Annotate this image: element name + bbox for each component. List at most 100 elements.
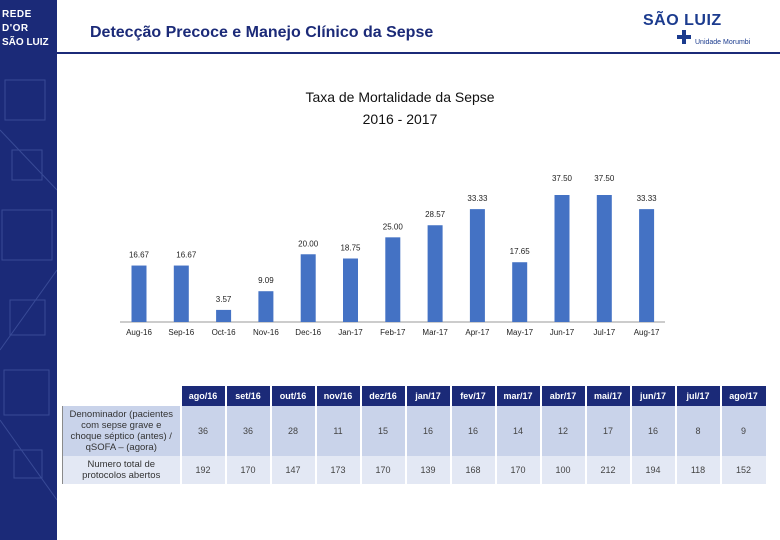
column-header: abr/17 <box>539 386 586 406</box>
tick-label: Aug-16 <box>126 328 152 337</box>
tick-label: Mar-17 <box>422 328 448 337</box>
column-header: out/16 <box>269 386 316 406</box>
table-cell: 8 <box>674 406 721 456</box>
table-cell: 28 <box>269 406 316 456</box>
bar-jan-17 <box>343 258 358 322</box>
rede-dor-logo: REDE D'OR SÃO LUIZ <box>2 8 55 50</box>
column-header: mai/17 <box>584 386 631 406</box>
column-header: jul/17 <box>674 386 721 406</box>
table-cell: 168 <box>449 456 496 484</box>
table-cell: 170 <box>359 456 406 484</box>
table-cell: 170 <box>224 456 271 484</box>
cross-icon <box>677 30 691 44</box>
chart-title-line1: Taxa de Mortalidade da Sepse <box>305 89 495 105</box>
table-cell: 152 <box>719 456 766 484</box>
table-cell: 16 <box>404 406 451 456</box>
table-cell: 14 <box>494 406 541 456</box>
table-cell: 194 <box>629 456 676 484</box>
logo-left-line1: REDE D'OR <box>2 9 32 34</box>
bar-apr-17 <box>469 209 485 322</box>
sidebar-band: REDE D'OR SÃO LUIZ <box>0 0 57 540</box>
bar-aug-16 <box>131 265 147 322</box>
table-corner <box>62 386 181 406</box>
table-cell: 100 <box>539 456 586 484</box>
table-cell: 15 <box>359 406 406 456</box>
data-label: 20.00 <box>298 239 319 248</box>
bar-may-17 <box>512 262 528 322</box>
table-cell: 147 <box>269 456 316 484</box>
logo-right-unit: Unidade Morumbi <box>695 39 751 46</box>
data-label: 37.50 <box>552 174 573 183</box>
data-label: 37.50 <box>594 174 615 183</box>
tick-label: Apr-17 <box>465 328 490 337</box>
tick-label: Nov-16 <box>253 328 279 337</box>
bar-sep-16 <box>173 265 189 322</box>
data-label: 9.09 <box>258 276 274 285</box>
column-header: ago/16 <box>179 386 226 406</box>
data-label: 16.67 <box>129 251 150 260</box>
table-cell: 17 <box>584 406 631 456</box>
logo-left-line2: SÃO LUIZ <box>2 37 49 48</box>
data-table: ago/16 set/16 out/16 nov/16 dez/16 jan/1… <box>62 386 766 484</box>
table-cell: 36 <box>179 406 226 456</box>
data-label: 33.33 <box>637 194 658 203</box>
data-label: 17.65 <box>510 247 531 256</box>
page-title: Detecção Precoce e Manejo Clínico da Sep… <box>90 24 434 41</box>
tick-label: May-17 <box>506 328 533 337</box>
bar-oct-16 <box>216 309 232 322</box>
column-header: mar/17 <box>494 386 541 406</box>
row-label: Denominador (pacientes com sepse grave e… <box>62 406 181 456</box>
data-label: 16.67 <box>176 251 197 260</box>
data-label: 3.57 <box>216 295 232 304</box>
column-header: set/16 <box>224 386 271 406</box>
data-label: 25.00 <box>383 222 404 231</box>
mortality-bar-chart: 16.67 Aug-16 16.67 Sep-16 3.57 Oct-16 9.09 Nov-… <box>120 174 665 337</box>
data-label: 33.33 <box>467 194 488 203</box>
bar-feb-17 <box>385 237 401 322</box>
table-cell: 170 <box>494 456 541 484</box>
tick-label: Sep-16 <box>168 328 194 337</box>
chart-title: Taxa de Mortalidade da Sepse 2016 - 2017 <box>200 86 600 130</box>
tick-label: Aug-17 <box>634 328 660 337</box>
table-cell: 16 <box>449 406 496 456</box>
table-row: Denominador (pacientes com sepse grave e… <box>62 406 766 456</box>
table-cell: 16 <box>629 406 676 456</box>
chart-title-line2: 2016 - 2017 <box>362 111 438 127</box>
data-label: 18.75 <box>340 244 361 253</box>
bar-jun-17 <box>554 195 570 322</box>
bar-nov-16 <box>258 291 274 322</box>
table-cell: 11 <box>314 406 361 456</box>
column-header: fev/17 <box>449 386 496 406</box>
table-cell: 173 <box>314 456 361 484</box>
table-row: Numero total de protocolos abertos 192 1… <box>62 456 766 484</box>
tick-label: Jan-17 <box>338 328 363 337</box>
column-header: ago/17 <box>719 386 766 406</box>
tick-label: Jun-17 <box>550 328 575 337</box>
column-header: jun/17 <box>629 386 676 406</box>
tick-label: Jul-17 <box>593 328 615 337</box>
row-label: Numero total de protocolos abertos <box>62 456 181 484</box>
bar-aug-17 <box>639 209 655 322</box>
table-cell: 36 <box>224 406 271 456</box>
table-cell: 9 <box>719 406 766 456</box>
table-header-row: ago/16 set/16 out/16 nov/16 dez/16 jan/1… <box>62 386 766 406</box>
bar-jul-17 <box>596 195 612 322</box>
table-cell: 12 <box>539 406 586 456</box>
sao-luiz-logo: SÃO LUIZ Unidade Morumbi <box>643 12 763 46</box>
table-cell: 118 <box>674 456 721 484</box>
column-header: nov/16 <box>314 386 361 406</box>
bar-dec-16 <box>300 254 316 322</box>
logo-right-brand: SÃO LUIZ <box>643 12 722 29</box>
bar-mar-17 <box>427 225 443 322</box>
tick-label: Oct-16 <box>212 328 237 337</box>
table-cell: 192 <box>179 456 226 484</box>
column-header: jan/17 <box>404 386 451 406</box>
tick-label: Dec-16 <box>295 328 321 337</box>
data-label: 28.57 <box>425 210 446 219</box>
header-divider <box>57 52 780 54</box>
table-cell: 139 <box>404 456 451 484</box>
tick-label: Feb-17 <box>380 328 406 337</box>
table-cell: 212 <box>584 456 631 484</box>
column-header: dez/16 <box>359 386 406 406</box>
decorative-pattern <box>0 79 57 501</box>
